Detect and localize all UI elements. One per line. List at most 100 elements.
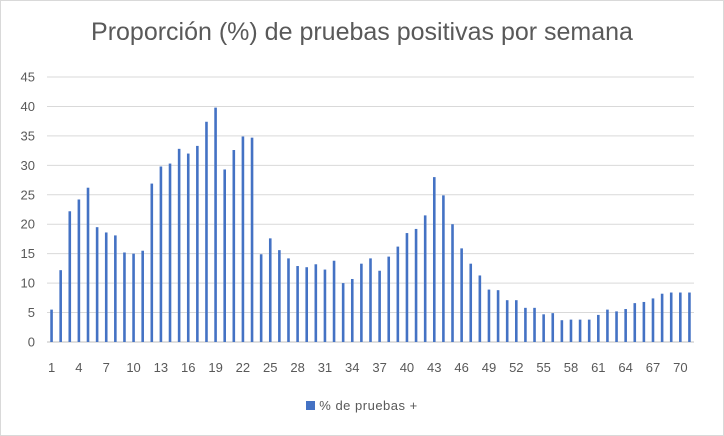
- x-tick-label: 52: [509, 360, 523, 375]
- bar-week-15: [177, 148, 181, 342]
- bar-week-25: [268, 238, 272, 342]
- x-tick-label: 25: [263, 360, 277, 375]
- bar-week-4: [77, 199, 81, 342]
- legend: % de pruebas +: [0, 397, 724, 413]
- bar-week-47: [469, 263, 473, 342]
- x-tick-label: 37: [372, 360, 386, 375]
- bar-week-9: [123, 252, 126, 342]
- bar-week-54: [533, 307, 536, 342]
- x-tick-label: 49: [482, 360, 496, 375]
- x-tick-label: 1: [48, 360, 55, 375]
- bar-week-40: [405, 233, 409, 342]
- bar-week-3: [68, 211, 72, 342]
- bar-week-8: [114, 235, 117, 342]
- bar-week-67: [651, 298, 655, 342]
- bar-week-39: [396, 246, 400, 342]
- bar-week-12: [150, 183, 154, 342]
- bar-week-34: [350, 278, 354, 342]
- chart-title: Proporción (%) de pruebas positivas por …: [91, 18, 633, 46]
- x-tick-label: 46: [454, 360, 468, 375]
- y-tick-label: 45: [21, 70, 35, 85]
- bar-week-18: [205, 121, 208, 342]
- y-tick-label: 25: [21, 187, 35, 202]
- bar-week-52: [515, 300, 518, 342]
- bar-week-45: [451, 224, 454, 342]
- bar-week-37: [378, 270, 381, 342]
- bar-week-44: [442, 195, 445, 342]
- x-tick-label: 55: [536, 360, 550, 375]
- bar-week-27: [287, 258, 290, 342]
- bar-week-50: [496, 290, 500, 342]
- x-tick-label: 22: [236, 360, 250, 375]
- bar-week-21: [232, 150, 236, 342]
- bar-week-61: [597, 314, 600, 342]
- bar-week-36: [369, 258, 372, 342]
- y-tick-label: 15: [21, 246, 35, 261]
- bar-week-29: [305, 267, 309, 342]
- bar-week-60: [587, 319, 591, 342]
- bar-week-6: [95, 227, 99, 342]
- x-tick-label: 19: [208, 360, 222, 375]
- y-tick-label: 5: [28, 305, 35, 320]
- bar-week-16: [186, 153, 190, 342]
- x-tick-label: 4: [75, 360, 82, 375]
- bar-week-62: [606, 309, 609, 342]
- bar-week-10: [132, 253, 135, 342]
- bar-week-70: [679, 292, 682, 342]
- x-tick-label: 10: [126, 360, 140, 375]
- bar-week-20: [223, 169, 226, 342]
- x-tick-label: 70: [673, 360, 687, 375]
- bar-week-59: [578, 319, 582, 342]
- bar-week-35: [360, 263, 363, 342]
- bar-week-41: [414, 228, 418, 342]
- bar-week-71: [688, 292, 691, 342]
- x-tick-label: 61: [591, 360, 605, 375]
- bar-week-11: [141, 250, 144, 342]
- bar-week-19: [214, 107, 217, 343]
- x-tick-label: 40: [400, 360, 414, 375]
- bar-week-55: [542, 314, 545, 342]
- bar-week-69: [669, 292, 673, 342]
- bar-week-31: [323, 269, 327, 342]
- bar-week-26: [278, 250, 281, 342]
- bar-week-28: [296, 266, 299, 342]
- bar-week-1: [50, 309, 53, 342]
- bar-week-7: [104, 232, 108, 342]
- bar-week-57: [560, 320, 564, 342]
- bar-week-58: [569, 319, 573, 342]
- bar-week-17: [196, 145, 199, 342]
- bar-week-38: [387, 256, 391, 342]
- y-tick-label: 20: [21, 217, 35, 232]
- bar-week-24: [259, 254, 263, 342]
- bar-week-42: [423, 215, 427, 342]
- bar-week-46: [460, 248, 463, 342]
- bar-week-2: [59, 270, 62, 342]
- x-tick-label: 7: [103, 360, 110, 375]
- bar-week-51: [505, 300, 509, 342]
- y-tick-label: 30: [21, 158, 35, 173]
- bar-week-68: [660, 293, 664, 342]
- bar-week-66: [642, 301, 646, 342]
- x-tick-label: 58: [564, 360, 578, 375]
- x-tick-label: 13: [154, 360, 168, 375]
- x-tick-label: 34: [345, 360, 359, 375]
- bar-week-64: [624, 309, 627, 342]
- y-tick-label: 35: [21, 128, 35, 143]
- y-tick-label: 0: [28, 335, 35, 350]
- x-tick-label: 28: [290, 360, 304, 375]
- bar-week-14: [168, 163, 172, 342]
- bar-week-22: [241, 136, 245, 342]
- bar-week-5: [86, 187, 90, 342]
- x-tick-label: 16: [181, 360, 195, 375]
- bar-week-30: [314, 264, 318, 342]
- bar-week-49: [487, 289, 491, 342]
- x-tick-label: 67: [646, 360, 660, 375]
- bar-week-32: [332, 260, 336, 342]
- legend-label: % de pruebas +: [319, 398, 418, 414]
- bar-week-23: [250, 137, 254, 342]
- x-tick-label: 64: [618, 360, 632, 375]
- x-tick-label: 31: [318, 360, 332, 375]
- bar-week-53: [524, 307, 527, 342]
- bar-week-43: [432, 177, 436, 342]
